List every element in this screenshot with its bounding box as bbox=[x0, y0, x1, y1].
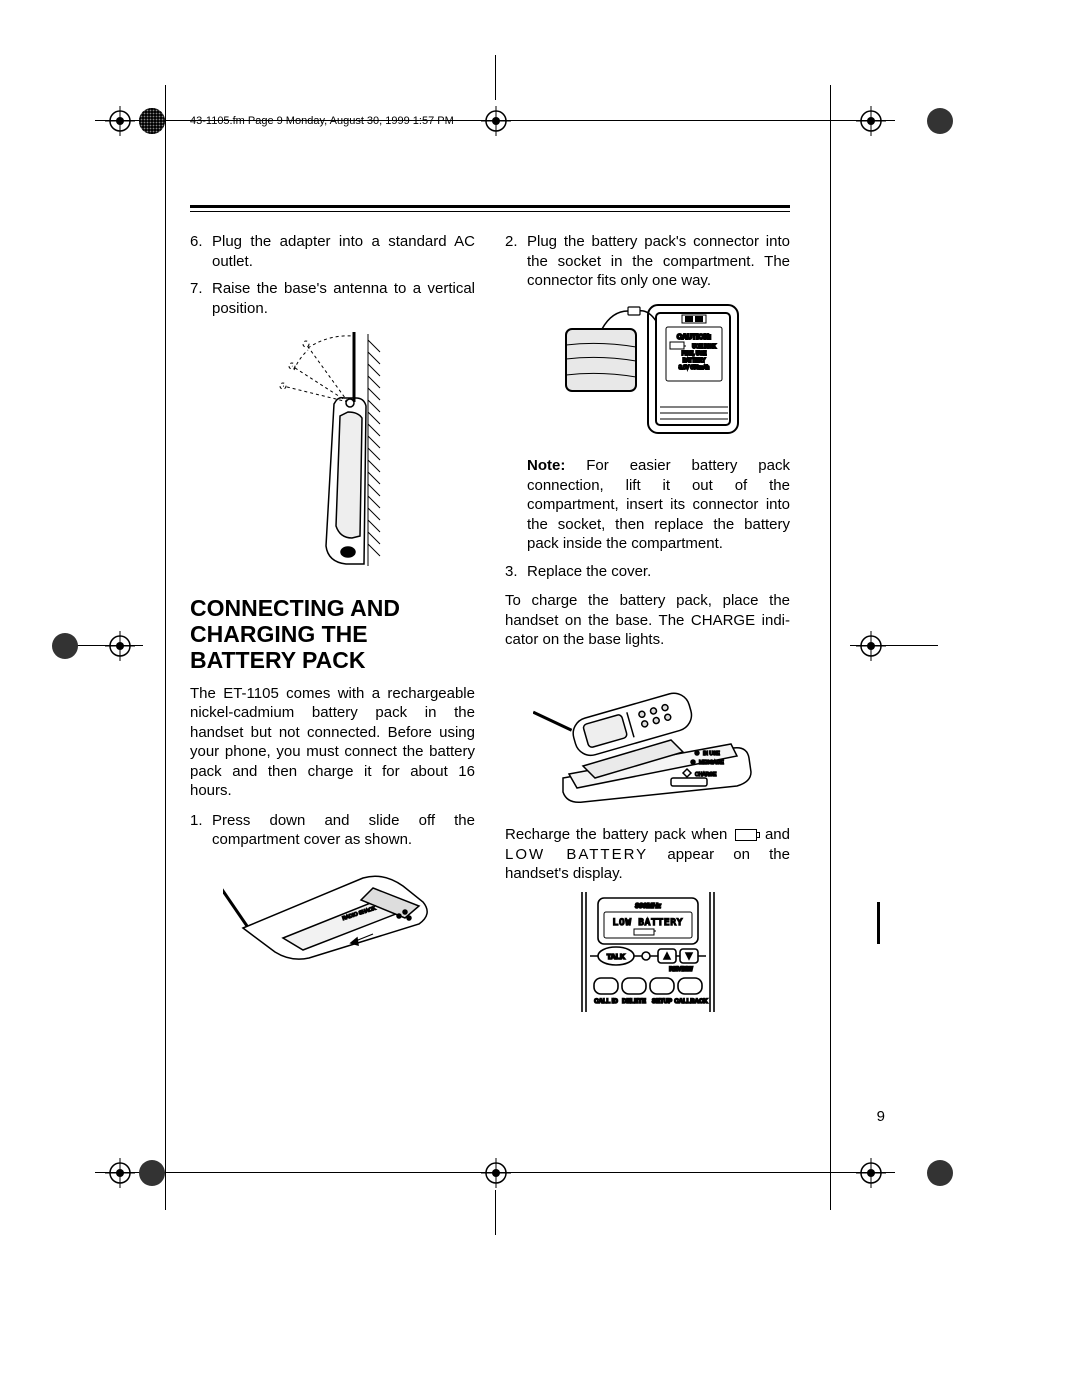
page-number: 9 bbox=[877, 1108, 885, 1125]
low-battery-icon bbox=[735, 829, 757, 841]
svg-text:LOW BATTERY: LOW BATTERY bbox=[612, 918, 683, 928]
figure-antenna bbox=[190, 326, 475, 577]
step-number: 6. bbox=[190, 232, 203, 252]
step-text: Plug the battery pack's connector into t… bbox=[527, 233, 790, 289]
registration-mark-icon bbox=[105, 1158, 135, 1188]
registration-mark-icon bbox=[856, 106, 886, 136]
halftone-disc-icon bbox=[925, 1158, 955, 1188]
step-number: 2. bbox=[505, 232, 518, 252]
note-body: For easier battery pack connection, lift… bbox=[527, 457, 790, 552]
step-item: 1. Press down and slide off the compartme… bbox=[190, 811, 475, 850]
left-column: 6. Plug the adapter into a standard AC ou… bbox=[190, 232, 475, 1029]
recharge-paragraph: Recharge the battery pack when and LOW B… bbox=[505, 825, 790, 884]
text: Recharge the battery pack when bbox=[505, 826, 733, 843]
intro-paragraph: The ET-1105 comes with a rechargeable ni… bbox=[190, 684, 475, 801]
step-text: Replace the cover. bbox=[527, 563, 651, 580]
registration-mark-icon bbox=[481, 106, 511, 136]
registration-mark-icon bbox=[105, 106, 135, 136]
svg-text:3.6V 650mAh: 3.6V 650mAh bbox=[678, 365, 709, 371]
note-paragraph: Note: For easier battery pack connection… bbox=[505, 456, 790, 554]
step-text: Raise the base's antenna to a vertical p… bbox=[212, 280, 475, 317]
content-area: 6. Plug the adapter into a standard AC ou… bbox=[190, 232, 790, 1029]
registration-mark-icon bbox=[105, 631, 135, 661]
svg-text:FIRE, USE: FIRE, USE bbox=[681, 351, 706, 357]
halftone-disc-icon bbox=[137, 106, 167, 136]
manual-page: 43-1105.fm Page 9 Monday, August 30, 199… bbox=[0, 0, 1080, 1397]
section-heading: CONNECTING AND CHARGING THE BATTERY PACK bbox=[190, 595, 475, 674]
svg-text:CALL ID: CALL ID bbox=[594, 999, 618, 1005]
text: and bbox=[759, 826, 790, 843]
svg-text:MESSAGE: MESSAGE bbox=[699, 760, 724, 766]
section-rule bbox=[190, 205, 790, 212]
note-label: Note: bbox=[527, 457, 565, 474]
step-item: 6. Plug the adapter into a standard AC ou… bbox=[190, 232, 475, 271]
svg-text:900MHz: 900MHz bbox=[634, 903, 661, 910]
svg-text:IN USE: IN USE bbox=[703, 751, 720, 757]
halftone-disc-icon bbox=[50, 631, 80, 661]
crop-line bbox=[495, 55, 496, 100]
figure-battery-compartment: CAUTION: UCE RISK FIRE, USE BATTERY 3.6V… bbox=[505, 299, 790, 445]
low-battery-text: LOW BATTERY bbox=[505, 846, 648, 863]
charge-paragraph: To charge the battery pack, place the ha… bbox=[505, 591, 790, 650]
figure-slide-cover: RADIO SHACK bbox=[190, 858, 475, 969]
svg-text:UCE RISK: UCE RISK bbox=[692, 344, 716, 350]
halftone-disc-icon bbox=[137, 1158, 167, 1188]
figure-handset-display: 900MHz LOW BATTERY TALK REVIEW bbox=[505, 892, 790, 1018]
svg-text:TALK: TALK bbox=[606, 954, 624, 961]
crop-line bbox=[165, 85, 166, 1210]
svg-text:BATTERY: BATTERY bbox=[682, 358, 705, 364]
svg-text:CHARGE: CHARGE bbox=[695, 772, 717, 778]
step-text: Plug the adapter into a standard AC outl… bbox=[212, 233, 475, 270]
steps-list: 3. Replace the cover. bbox=[505, 562, 790, 582]
svg-text:DELETE: DELETE bbox=[622, 999, 646, 1005]
figure-handset-on-base: IN USE MESSAGE CHARGE bbox=[505, 658, 790, 814]
halftone-disc-icon bbox=[925, 106, 955, 136]
source-header: 43-1105.fm Page 9 Monday, August 30, 199… bbox=[190, 115, 454, 127]
svg-text:REVIEW: REVIEW bbox=[669, 967, 693, 973]
step-item: 3. Replace the cover. bbox=[505, 562, 790, 582]
step-number: 7. bbox=[190, 279, 203, 299]
svg-text:CAUTION:: CAUTION: bbox=[676, 334, 710, 341]
step-number: 3. bbox=[505, 562, 518, 582]
steps-list: 6. Plug the adapter into a standard AC ou… bbox=[190, 232, 475, 318]
crop-line bbox=[830, 85, 831, 1210]
steps-list: 2. Plug the battery pack's connector into… bbox=[505, 232, 790, 291]
svg-text:CALLBACK: CALLBACK bbox=[674, 999, 708, 1005]
step-text: Press down and slide off the compartment… bbox=[212, 812, 475, 849]
step-item: 2. Plug the battery pack's connector into… bbox=[505, 232, 790, 291]
registration-mark-icon bbox=[481, 1158, 511, 1188]
step-number: 1. bbox=[190, 811, 203, 831]
step-item: 7. Raise the base's antenna to a vertical… bbox=[190, 279, 475, 318]
crop-line bbox=[495, 1190, 496, 1235]
registration-mark-icon bbox=[856, 1158, 886, 1188]
svg-text:SETUP: SETUP bbox=[651, 999, 671, 1005]
revision-bar bbox=[877, 902, 880, 944]
steps-list: 1. Press down and slide off the compartme… bbox=[190, 811, 475, 850]
right-column: 2. Plug the battery pack's connector into… bbox=[505, 232, 790, 1029]
registration-mark-icon bbox=[856, 631, 886, 661]
